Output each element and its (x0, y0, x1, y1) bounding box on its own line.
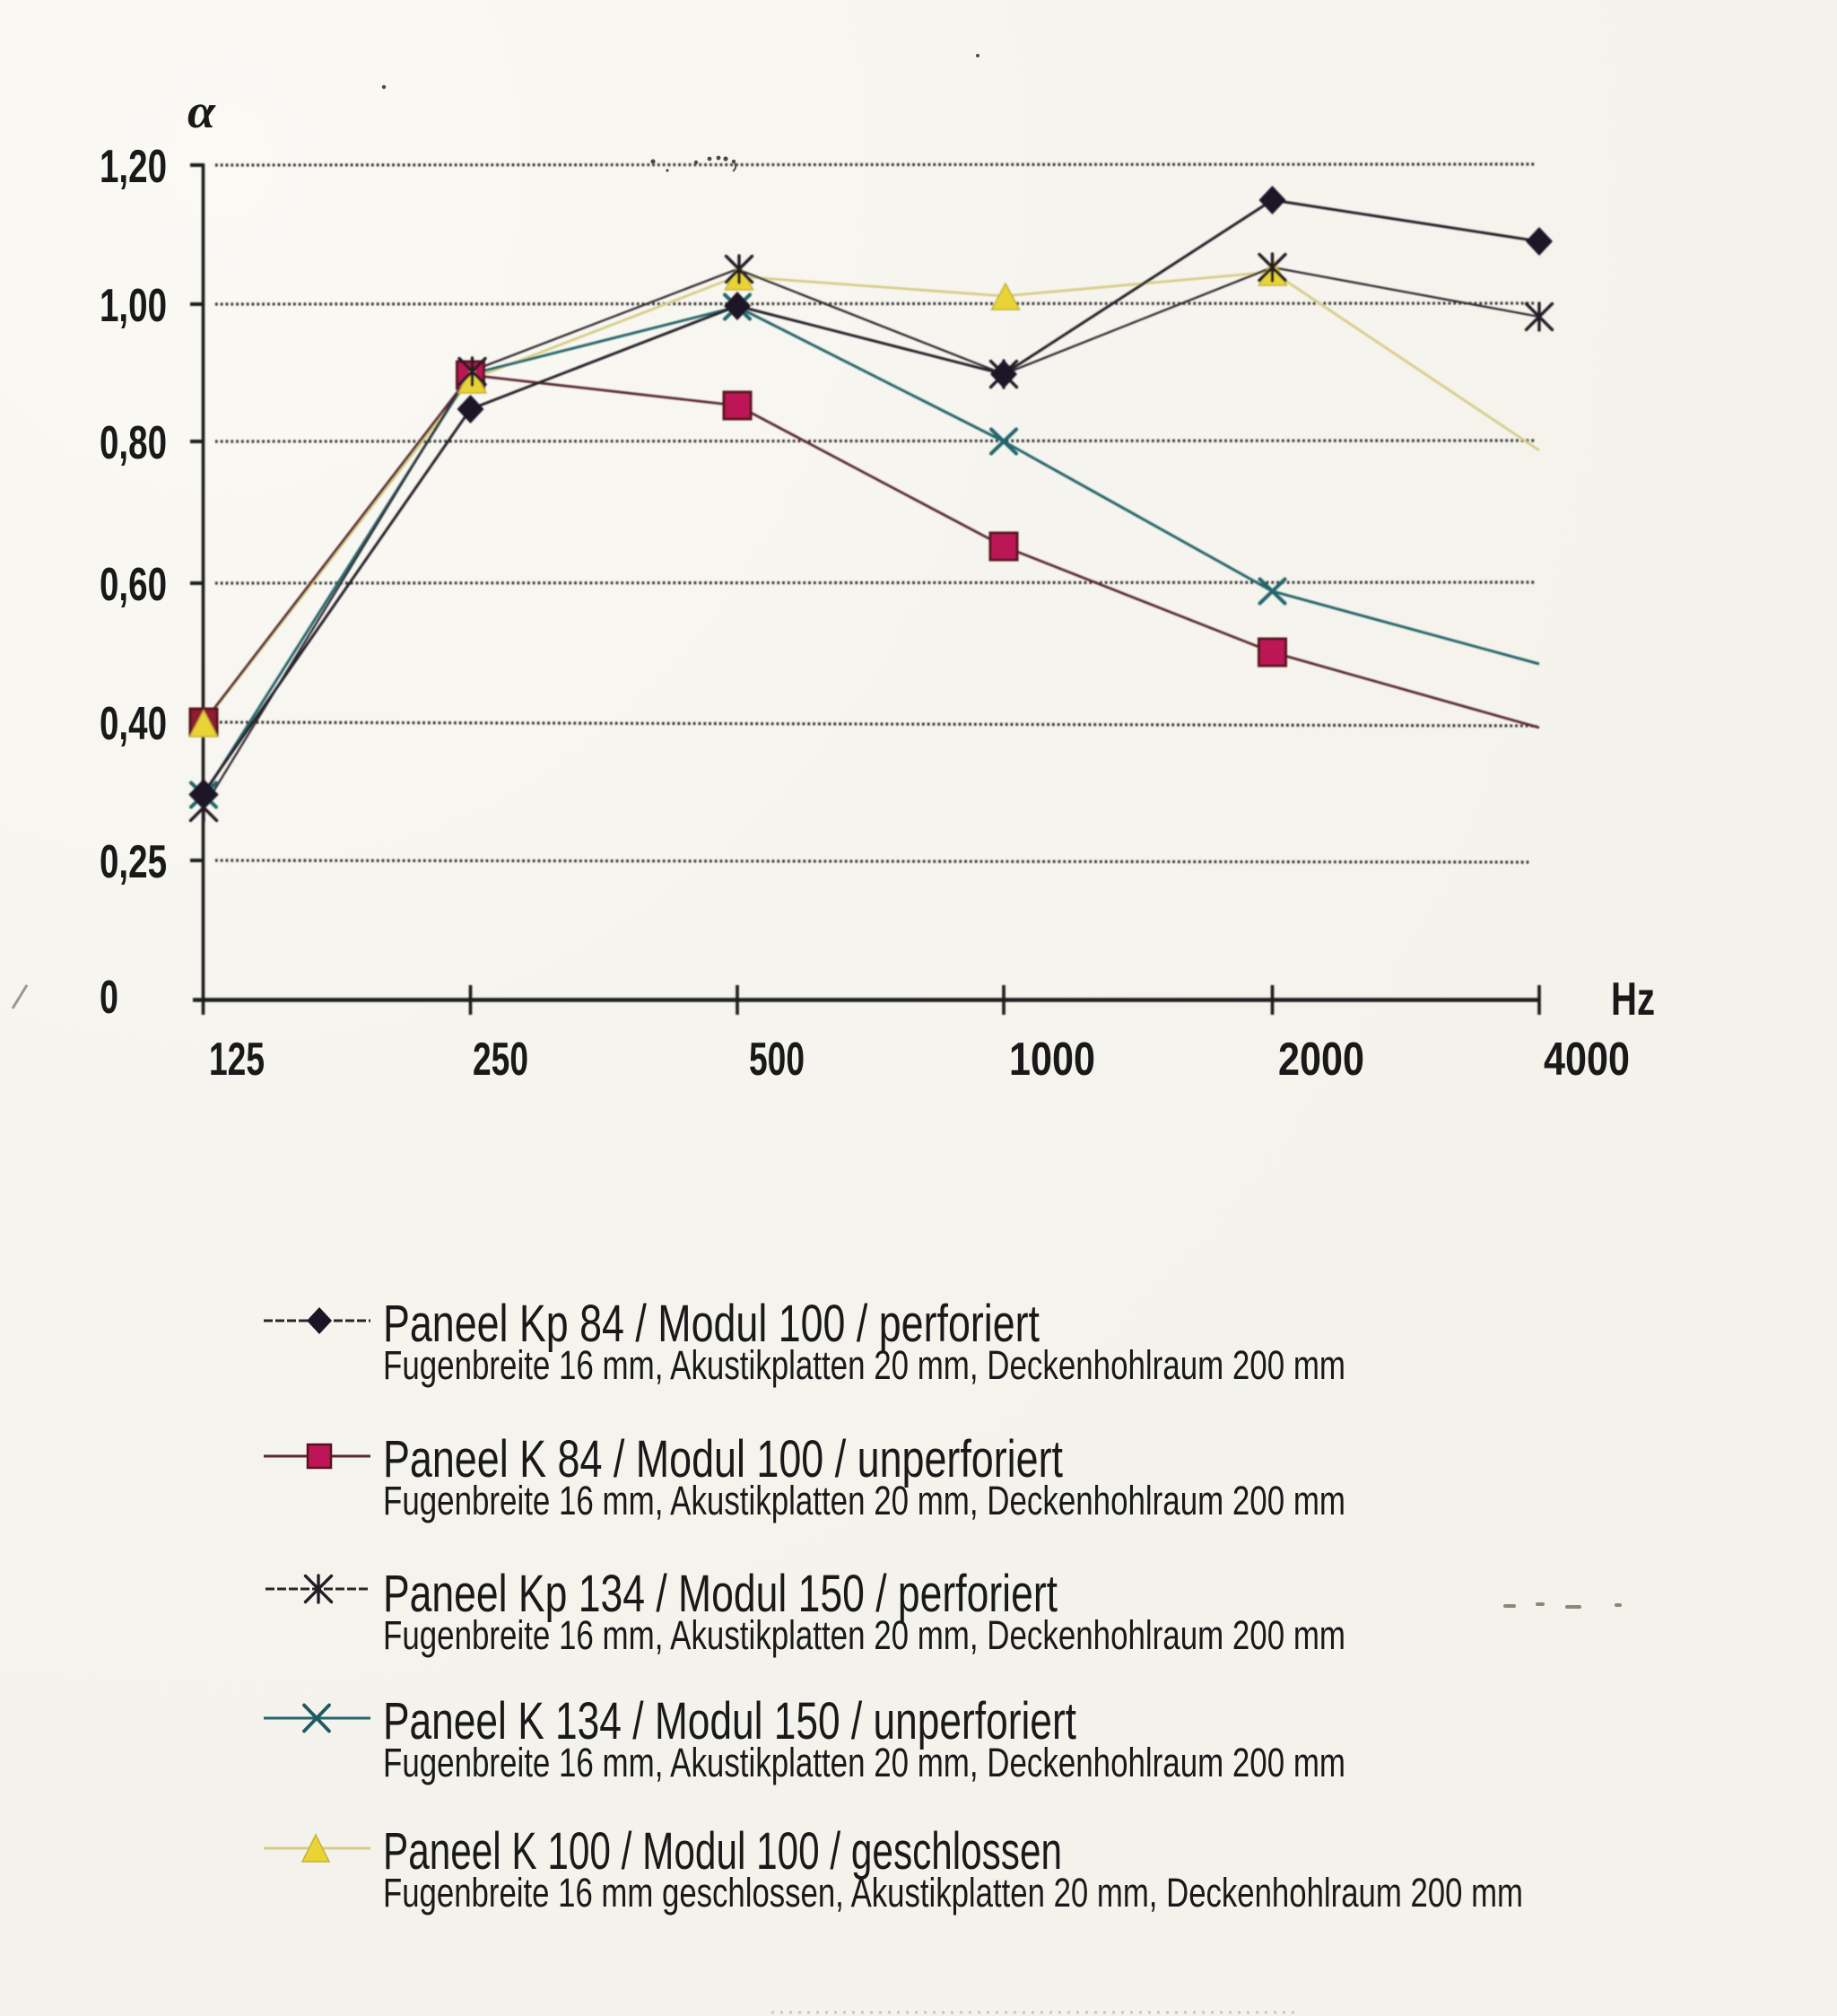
svg-text:125: 125 (209, 1034, 265, 1086)
svg-text:0,60: 0,60 (100, 559, 167, 611)
svg-text:Paneel K 84 / Modul 100 / unpe: Paneel K 84 / Modul 100 / unperforiert (383, 1430, 1063, 1488)
svg-text:4000: 4000 (1544, 1034, 1630, 1086)
svg-text:Fugenbreite 16 mm, Akustikplat: Fugenbreite 16 mm, Akustikplatten 20 mm,… (383, 1612, 1345, 1658)
svg-text:Paneel Kp 134 / Modul 150 / pe: Paneel Kp 134 / Modul 150 / perforiert (383, 1565, 1058, 1623)
svg-text:Fugenbreite 16 mm, Akustikplat: Fugenbreite 16 mm, Akustikplatten 20 mm,… (383, 1342, 1345, 1388)
svg-text:0,40: 0,40 (100, 698, 167, 750)
svg-text:Paneel Kp 84 / Modul 100 / per: Paneel Kp 84 / Modul 100 / perforiert (383, 1295, 1040, 1353)
svg-text:0: 0 (100, 972, 118, 1024)
svg-text:Paneel K 134 / Modul 150 / unp: Paneel K 134 / Modul 150 / unperforiert (383, 1692, 1076, 1750)
svg-text:Hz: Hz (1611, 973, 1655, 1025)
svg-text:0,25: 0,25 (100, 836, 167, 888)
svg-text:250: 250 (473, 1034, 528, 1086)
svg-text:Fugenbreite 16 mm, Akustikplat: Fugenbreite 16 mm, Akustikplatten 20 mm,… (383, 1478, 1345, 1523)
svg-text:2000: 2000 (1278, 1034, 1364, 1086)
svg-text:1,00: 1,00 (100, 280, 167, 332)
svg-text:Fugenbreite 16 mm geschlossen,: Fugenbreite 16 mm geschlossen, Akustikpl… (383, 1870, 1523, 1916)
svg-text:1000: 1000 (1009, 1034, 1095, 1086)
svg-text:α: α (187, 84, 216, 138)
svg-text:500: 500 (749, 1034, 805, 1086)
svg-text:0,80: 0,80 (100, 417, 167, 469)
svg-text:1,20: 1,20 (100, 141, 167, 193)
svg-text:Fugenbreite 16 mm, Akustikplat: Fugenbreite 16 mm, Akustikplatten 20 mm,… (383, 1740, 1345, 1785)
svg-text:Paneel K 100 / Modul 100 / ges: Paneel K 100 / Modul 100 / geschlossen (383, 1822, 1062, 1881)
